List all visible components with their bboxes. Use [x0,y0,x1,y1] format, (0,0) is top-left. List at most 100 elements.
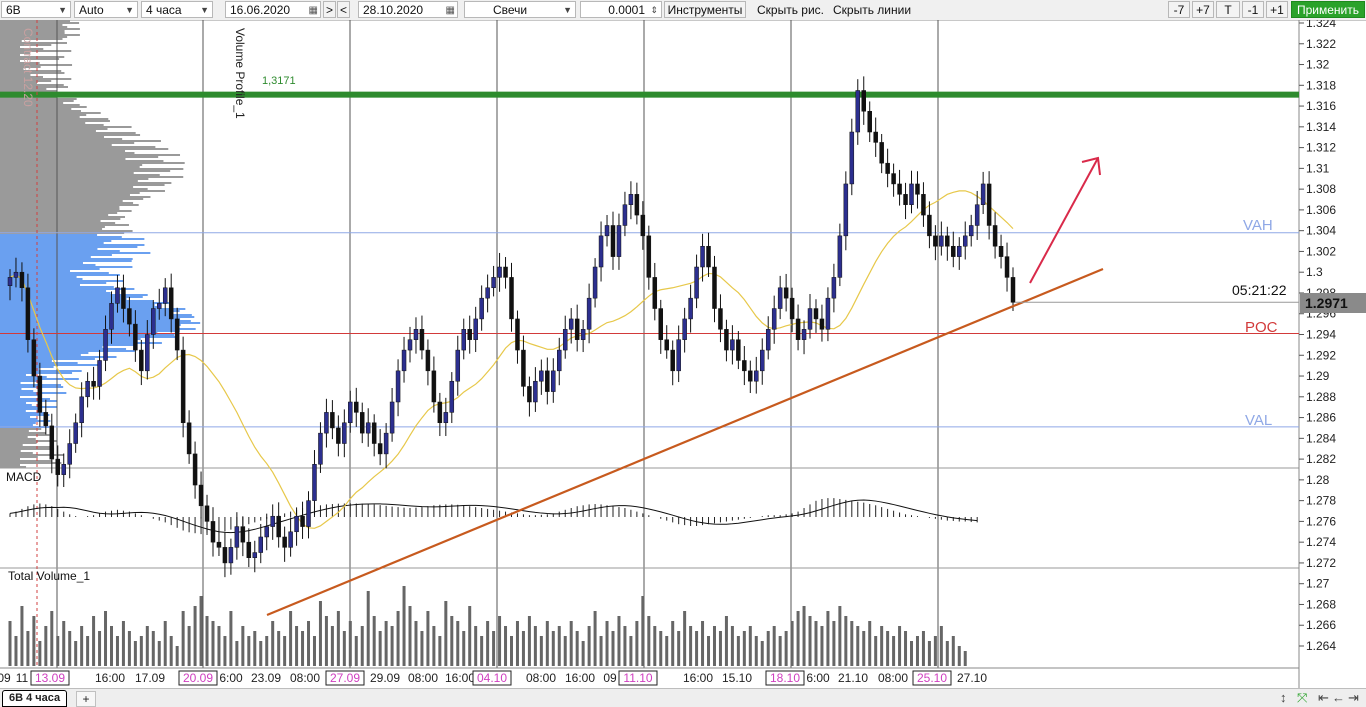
volume-bar [551,631,555,666]
profile-bar [0,314,192,316]
volume-bar [850,621,854,666]
today-button[interactable]: T [1216,1,1240,18]
profile-bar [0,146,156,148]
candle [294,507,299,546]
volume-bar [527,616,531,666]
scroll-left-icon[interactable]: ← [1332,690,1345,705]
profile-bar [0,450,21,452]
profile-bar [0,300,153,302]
arrow-up-icon[interactable] [1029,157,1099,284]
volume-bar [474,626,478,666]
x-tick-label: 13.09 [30,670,70,686]
profile-bar [0,362,78,364]
scale-mode-select[interactable]: Auto ▼ [74,1,138,18]
volume-bar [581,641,585,666]
profile-bar [0,382,21,384]
profile-bar [0,432,46,434]
hide-drawings-button[interactable]: Скрыть рис. [752,1,828,18]
candle [85,372,90,408]
fullscreen-icon[interactable]: ⤧ [1297,690,1308,705]
profile-bar [0,350,135,352]
candle [562,315,568,359]
candle [377,429,383,466]
candle [61,453,66,488]
volume-bar [802,606,806,666]
price-chart[interactable]: 1.3241.3221.321.3181.3161.3141.3121.311.… [0,20,1366,688]
hide-lines-button[interactable]: Скрыть линии [828,1,916,18]
candle [258,523,263,564]
symbol-select[interactable]: 6B ▼ [1,1,71,18]
step-forward-1-button[interactable]: +1 [1266,1,1288,18]
volume-bar [175,646,179,666]
chart-type-select[interactable]: Свечи ▼ [464,1,576,18]
date-to-field[interactable]: 28.10.2020 ▦ [358,1,458,18]
candle [157,288,162,320]
candle [79,382,84,438]
volume-bar [844,616,848,666]
candle [49,413,55,474]
profile-bar [0,344,137,346]
date-from-field[interactable]: 16.06.2020 ▦ [225,1,321,18]
profile-bar [0,34,80,36]
profile-bar [0,434,50,436]
y-tick-label: 1.292 [1306,348,1336,362]
x-tick-label: 16:00 [445,671,475,685]
profile-bar [0,342,162,344]
profile-bar [0,178,149,180]
profile-bar [0,122,86,124]
profile-bar [0,418,38,420]
profile-bar [0,56,65,58]
profile-bar [0,416,31,418]
profile-bar [0,114,87,116]
candle [592,258,598,308]
candle [694,254,699,309]
candle [151,299,156,349]
volume-bar [259,641,263,666]
volume-bar [880,626,884,666]
add-tab-button[interactable]: + [76,691,96,707]
step-forward-7-button[interactable]: +7 [1192,1,1214,18]
profile-bar [0,318,181,320]
chevron-down-icon: ▼ [125,5,134,15]
profile-bar [0,126,132,128]
move-left-icon[interactable]: ⇤ [1318,690,1329,705]
profile-bar [0,302,171,304]
candle [336,415,341,457]
chart-tab-6b-4h[interactable]: 6B 4 часа [2,690,68,707]
profile-bar [0,324,181,326]
y-tick-label: 1.278 [1306,494,1336,508]
profile-bar [0,266,133,268]
candle [168,273,174,333]
resize-vertical-icon[interactable]: ↕ [1280,690,1287,705]
candle [342,409,347,458]
step-back-1-button[interactable]: -1 [1242,1,1264,18]
volume-bar [145,626,149,666]
profile-bar [0,352,89,354]
profile-bar [0,248,98,250]
move-right-icon[interactable]: ⇥ [1348,690,1359,705]
volume-bar [456,621,460,666]
profile-bar [0,22,80,24]
apply-button[interactable]: Применить [1291,1,1365,18]
profile-bar [0,438,36,440]
tick-size-field[interactable]: 0.0001 ⇕ [580,1,662,18]
profile-bar [0,214,109,216]
instruments-button[interactable]: Инструменты [664,1,746,18]
profile-bar [0,420,51,422]
profile-bar [0,316,195,318]
profile-bar [0,308,186,310]
candle [515,310,520,364]
volume-bar [468,606,472,666]
nav-prev-button[interactable]: < [337,1,350,18]
svg-text:08:00: 08:00 [408,671,438,685]
profile-bar [0,264,96,266]
candle [921,182,926,227]
profile-bar [0,188,148,190]
timeframe-select[interactable]: 4 часа ▼ [141,1,213,18]
nav-next-button[interactable]: > [323,1,336,18]
profile-bar [0,310,180,312]
volume-bar [462,631,466,666]
step-back-7-button[interactable]: -7 [1168,1,1190,18]
svg-text:09: 09 [603,671,617,685]
trendline[interactable] [266,267,1104,617]
